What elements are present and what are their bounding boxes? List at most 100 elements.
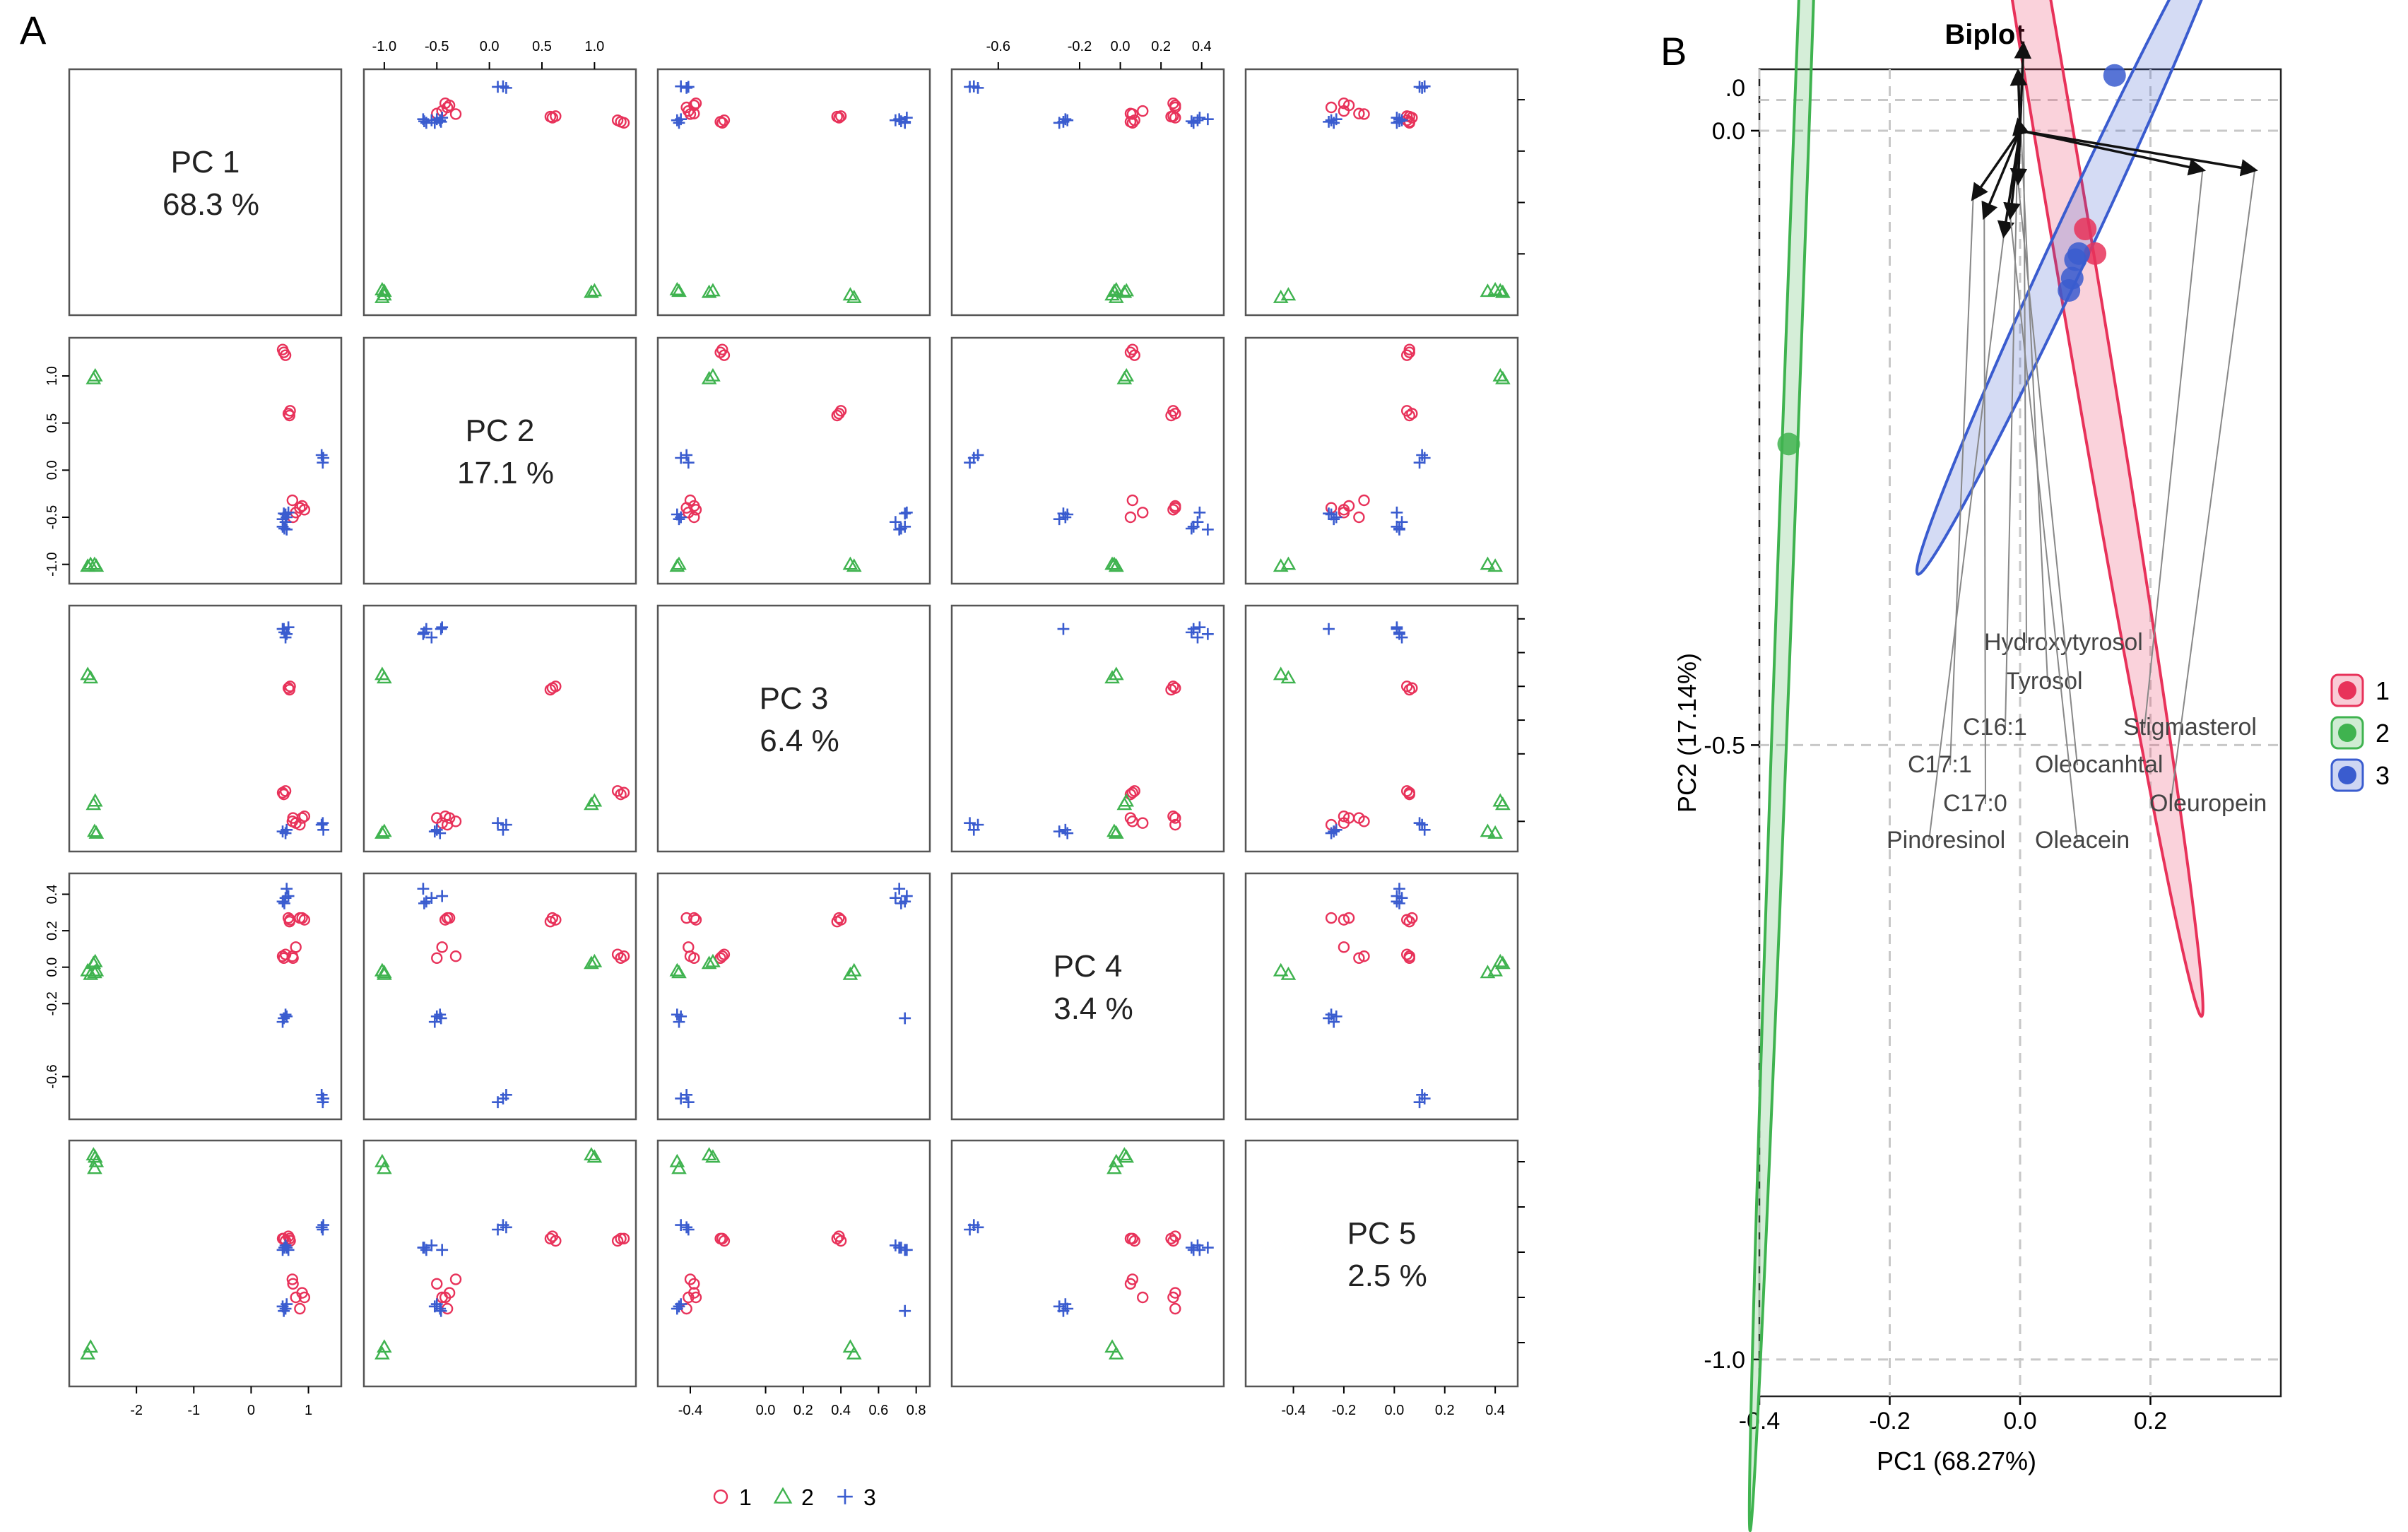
circle-marker — [283, 409, 295, 422]
axis-tick-label: -0.5 — [425, 39, 449, 54]
axis-tick-label: -0.6 — [986, 39, 1010, 54]
plus-marker — [1059, 113, 1072, 126]
triangle-marker — [1492, 793, 1509, 807]
triangle-marker — [669, 962, 685, 977]
circle-marker — [287, 952, 299, 965]
circle-marker — [431, 952, 443, 965]
circle-marker — [683, 507, 695, 519]
legend-dot-1 — [2338, 681, 2356, 700]
circle-marker — [1353, 511, 1365, 524]
axis-tick-label: 0.0 — [45, 460, 60, 480]
plus-marker — [278, 522, 290, 535]
circle-marker — [1167, 97, 1179, 110]
loading-label: Oleuropein — [2149, 790, 2267, 817]
circle-marker — [1400, 914, 1413, 926]
plus-marker — [673, 513, 685, 526]
circle-marker — [1124, 1278, 1137, 1290]
cell-frame — [656, 1139, 931, 1388]
pairs-cell-1-5 — [1244, 68, 1519, 317]
plus-marker — [281, 523, 293, 536]
circle-marker — [443, 99, 456, 112]
group-1-markers — [431, 680, 630, 831]
loading-leader-line — [2005, 121, 2019, 729]
circle-marker — [688, 952, 700, 965]
circle-marker — [690, 914, 702, 926]
y-axis-label: PC2 (17.14%) — [1672, 653, 1701, 813]
x-tick-label: -0.4 — [1739, 1408, 1781, 1434]
circle-marker — [1169, 818, 1181, 831]
loading-arrow — [2019, 129, 2207, 176]
cell-frame — [362, 604, 637, 853]
triangle-marker — [1492, 283, 1509, 297]
pairs-cell-2-1 — [68, 336, 343, 585]
triangle-marker — [1273, 666, 1289, 680]
circle-marker — [290, 941, 302, 953]
axis-tick-label: 0.0 — [1384, 1403, 1404, 1418]
plus-marker — [837, 1489, 853, 1504]
plus-marker — [1391, 890, 1403, 902]
group-1-markers — [431, 912, 630, 965]
plus-marker — [315, 818, 328, 831]
circle-marker — [1128, 349, 1140, 361]
triangle-marker — [83, 670, 99, 684]
plus-marker — [1053, 825, 1066, 838]
circle-marker — [1403, 343, 1415, 355]
group-2-markers — [669, 953, 862, 980]
triangle-marker — [1487, 962, 1503, 977]
circle-marker — [618, 117, 630, 129]
pairs-cell-5-5: PC 5 2.5 % — [1244, 1139, 1519, 1388]
axis-tick-label: 0.4 — [1485, 1403, 1505, 1418]
plus-marker — [276, 513, 289, 526]
circle-marker — [550, 110, 562, 122]
circle-marker — [1338, 914, 1350, 926]
plus-marker — [428, 825, 441, 838]
plus-marker — [680, 1221, 693, 1234]
plus-marker — [1201, 627, 1214, 640]
triangle-marker — [83, 1339, 99, 1353]
circle-marker — [283, 1232, 295, 1245]
circle-marker — [544, 683, 557, 696]
circle-marker — [1338, 507, 1350, 519]
group-2-markers — [374, 953, 603, 980]
triangle-marker — [586, 793, 603, 807]
circle-marker — [1167, 810, 1179, 823]
circle-marker — [449, 950, 462, 962]
plus-marker — [680, 81, 693, 94]
group-3-markers — [964, 621, 1214, 839]
group-1-markers — [1124, 1230, 1181, 1315]
x-tick-label: 0.2 — [2134, 1408, 2167, 1434]
triangle-marker — [842, 966, 858, 980]
legend-label-2: 2 — [2375, 719, 2390, 748]
group-3-markers — [964, 1219, 1214, 1317]
plus-marker — [1391, 506, 1403, 519]
plus-marker — [889, 892, 902, 905]
plus-marker — [1191, 631, 1204, 644]
circle-marker — [276, 786, 289, 799]
circle-marker — [1169, 812, 1181, 824]
circle-marker — [1353, 107, 1365, 119]
cell-frame — [362, 872, 637, 1121]
legend-dot-3 — [2338, 766, 2356, 784]
circle-marker — [283, 915, 295, 928]
pca-pairs-matrix: PC 168.3 %PC 217.1 %PC 36.4 %PC 43.4 %PC… — [45, 39, 1525, 1418]
plus-marker — [893, 1242, 906, 1254]
plus-marker — [675, 1298, 687, 1310]
circle-marker — [298, 810, 311, 823]
triangle-marker — [1273, 962, 1289, 977]
group-3-markers — [417, 621, 512, 839]
axis-tick-label: 1 — [305, 1403, 312, 1418]
cell-frame — [1244, 1139, 1519, 1388]
plus-marker — [278, 507, 290, 520]
cell-frame — [68, 604, 343, 853]
group-1-markers — [1124, 343, 1181, 524]
plus-marker — [972, 818, 984, 831]
group-1-markers — [276, 912, 311, 965]
cell-frame — [950, 336, 1225, 585]
axis-tick-label: 0.6 — [868, 1403, 888, 1418]
y-tick-label: 0.0 — [1712, 118, 1745, 145]
plus-marker — [900, 506, 913, 519]
plus-marker — [682, 1096, 695, 1109]
circle-marker — [688, 500, 700, 512]
circle-marker — [831, 409, 843, 422]
